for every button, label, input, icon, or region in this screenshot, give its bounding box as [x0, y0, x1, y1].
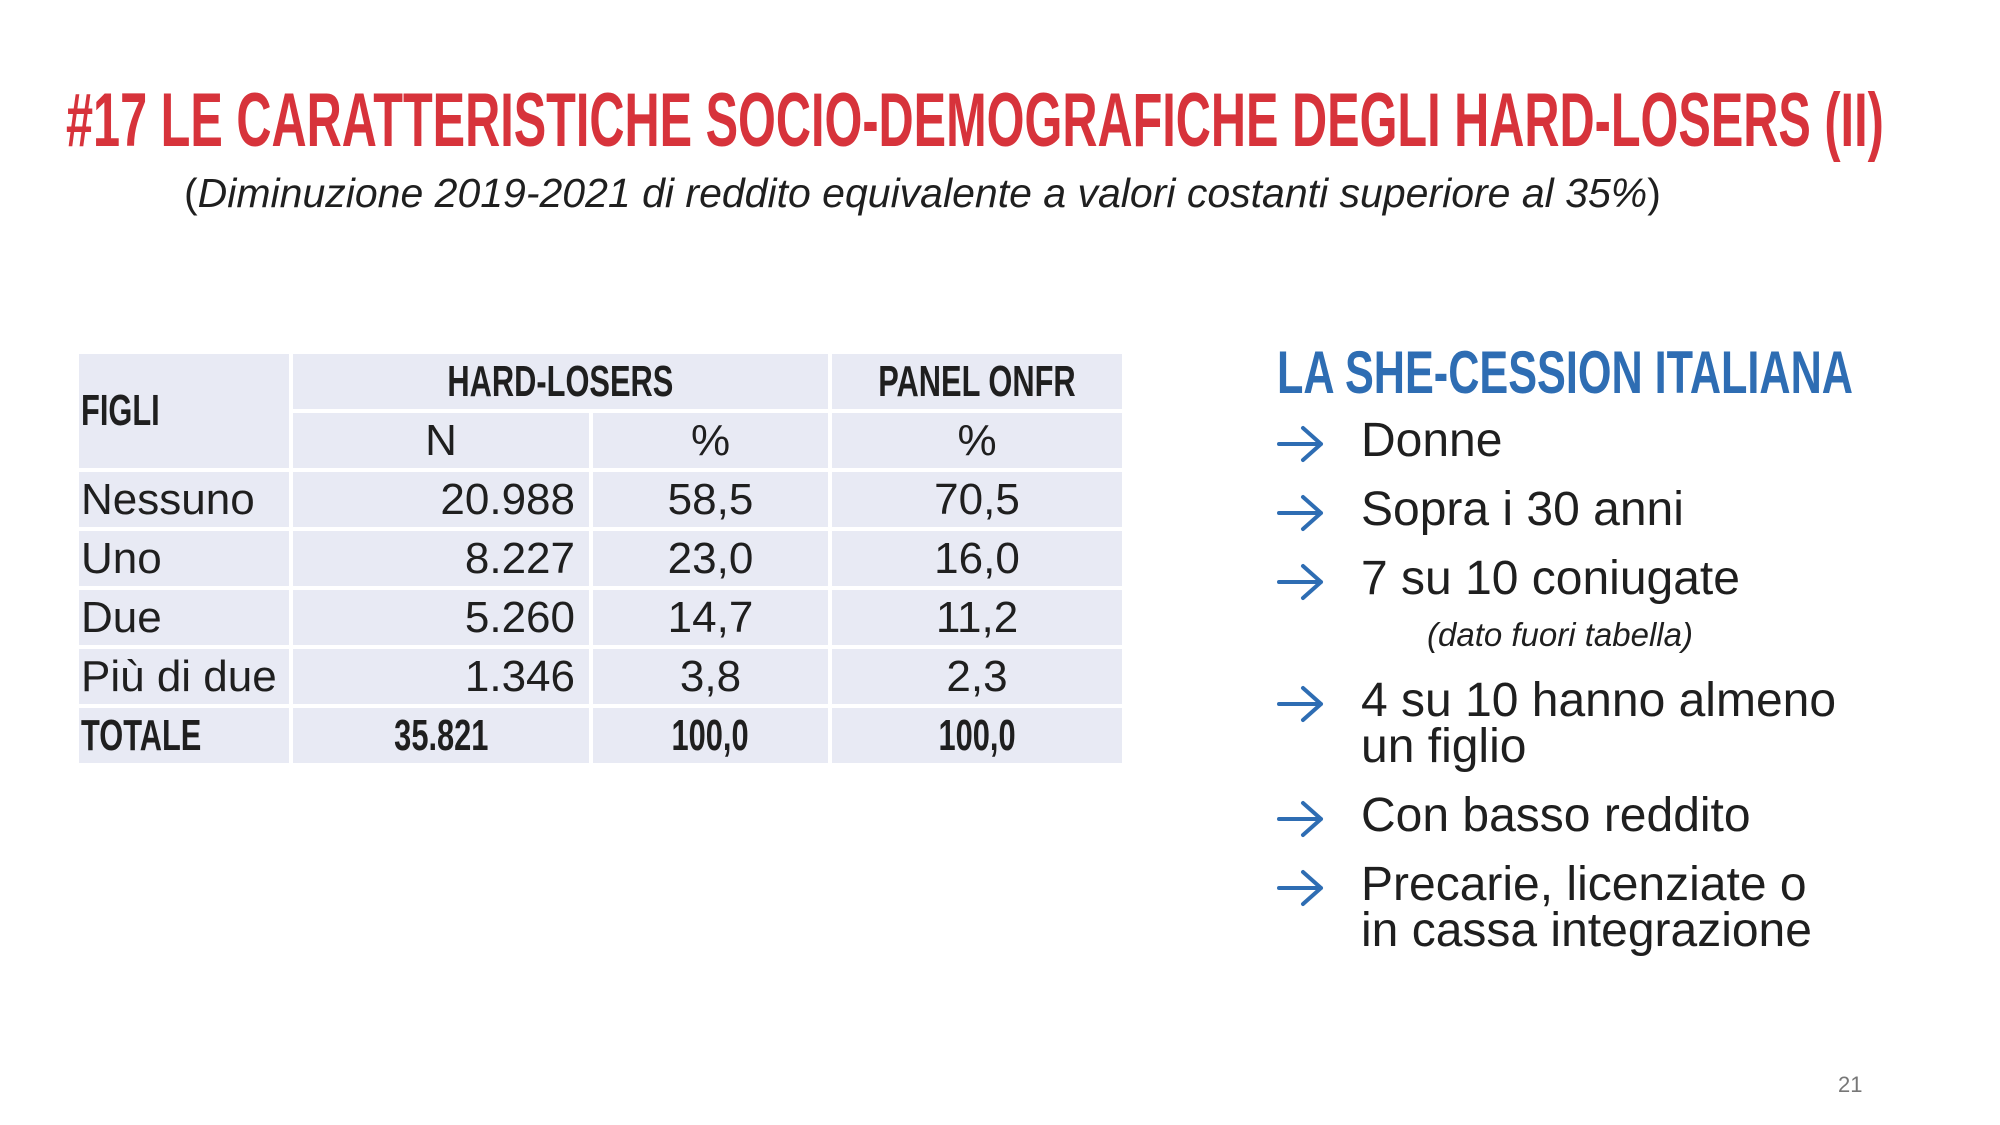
total-label: TOTALE: [75, 704, 293, 767]
page-title: #17 LE CARATTERISTICHE SOCIO-DEMOGRAFICH…: [66, 78, 1884, 163]
row-n: 20.988: [289, 468, 593, 531]
children-table: FIGLI HARD-LOSERS PANEL ONFR N % % Nessu…: [75, 350, 1126, 767]
bullet-text: Con basso reddito: [1361, 789, 1751, 842]
row-n: 8.227: [289, 527, 593, 590]
subtitle-open: (: [184, 170, 198, 216]
row-panel: 2,3: [828, 645, 1126, 708]
subheader-pct-panel: %: [828, 409, 1126, 472]
side-title: LA SHE-CESSION ITALIANA: [1277, 339, 1854, 406]
bullet-text-line1: Precarie, licenziate o: [1361, 858, 1807, 911]
row-n: 5.260: [289, 586, 593, 649]
row-pct: 14,7: [589, 586, 832, 649]
bullet-text-line1: 4 su 10 hanno almeno: [1361, 674, 1837, 727]
table-row: Più di due 1.346 3,8 2,3: [75, 645, 1126, 708]
row-label: Uno: [75, 527, 293, 590]
table-row: Uno 8.227 23,0 16,0: [75, 527, 1126, 590]
bullet-item: 7 su 10 coniugate: [1277, 555, 1977, 603]
page-subtitle: (Diminuzione 2019-2021 di reddito equiva…: [184, 170, 1661, 217]
arrow-right-icon: [1277, 801, 1323, 837]
row-label: Più di due: [75, 645, 293, 708]
row-panel: 11,2: [828, 586, 1126, 649]
total-panel: 100,0: [828, 704, 1126, 767]
table-row: Nessuno 20.988 58,5 70,5: [75, 468, 1126, 531]
arrow-right-icon: [1277, 495, 1323, 531]
total-pct: 100,0: [589, 704, 832, 767]
bullet-text: 7 su 10 coniugate: [1361, 552, 1740, 605]
row-panel: 16,0: [828, 527, 1126, 590]
subheader-n: N: [289, 409, 593, 472]
page-number: 21: [1838, 1072, 1863, 1097]
header-panel-onfr: PANEL ONFR: [828, 350, 1126, 413]
arrow-right-icon: [1277, 686, 1323, 722]
subtitle-close: ): [1647, 170, 1661, 216]
bullet-item: Sopra i 30 anni: [1277, 486, 1977, 534]
arrow-right-icon: [1277, 426, 1323, 462]
arrow-right-icon: [1277, 870, 1323, 906]
bullet-text: Sopra i 30 anni: [1361, 483, 1684, 536]
row-pct: 3,8: [589, 645, 832, 708]
bullet-text: Donne: [1361, 414, 1503, 467]
table-total-row: TOTALE 35.821 100,0 100,0: [75, 704, 1126, 767]
table-row: Due 5.260 14,7 11,2: [75, 586, 1126, 649]
row-pct: 58,5: [589, 468, 832, 531]
bullet-item: 4 su 10 hanno almeno un figlio: [1277, 674, 1977, 773]
bullet-text-line2: in cassa integrazione: [1361, 904, 1812, 957]
bullet-item: Precarie, licenziate o in cassa integraz…: [1277, 858, 1977, 957]
header-figli: FIGLI: [75, 350, 293, 472]
bullet-item: Con basso reddito: [1277, 792, 1977, 840]
bullet-item: Donne: [1277, 417, 1977, 465]
subtitle-text: Diminuzione 2019-2021 di reddito equival…: [197, 170, 1648, 216]
header-hard-losers: HARD-LOSERS: [289, 350, 832, 413]
note-text: (dato fuori tabella): [1427, 616, 1693, 653]
total-n: 35.821: [289, 704, 593, 767]
row-label: Nessuno: [75, 468, 293, 531]
bullet-text-line2: un figlio: [1361, 720, 1527, 773]
row-panel: 70,5: [828, 468, 1126, 531]
row-label: Due: [75, 586, 293, 649]
row-pct: 23,0: [589, 527, 832, 590]
row-n: 1.346: [289, 645, 593, 708]
bullet-list: Donne Sopra i 30 anni 7 su 10 coniugate …: [1277, 417, 1977, 957]
subheader-pct-hard: %: [589, 409, 832, 472]
arrow-right-icon: [1277, 564, 1323, 600]
